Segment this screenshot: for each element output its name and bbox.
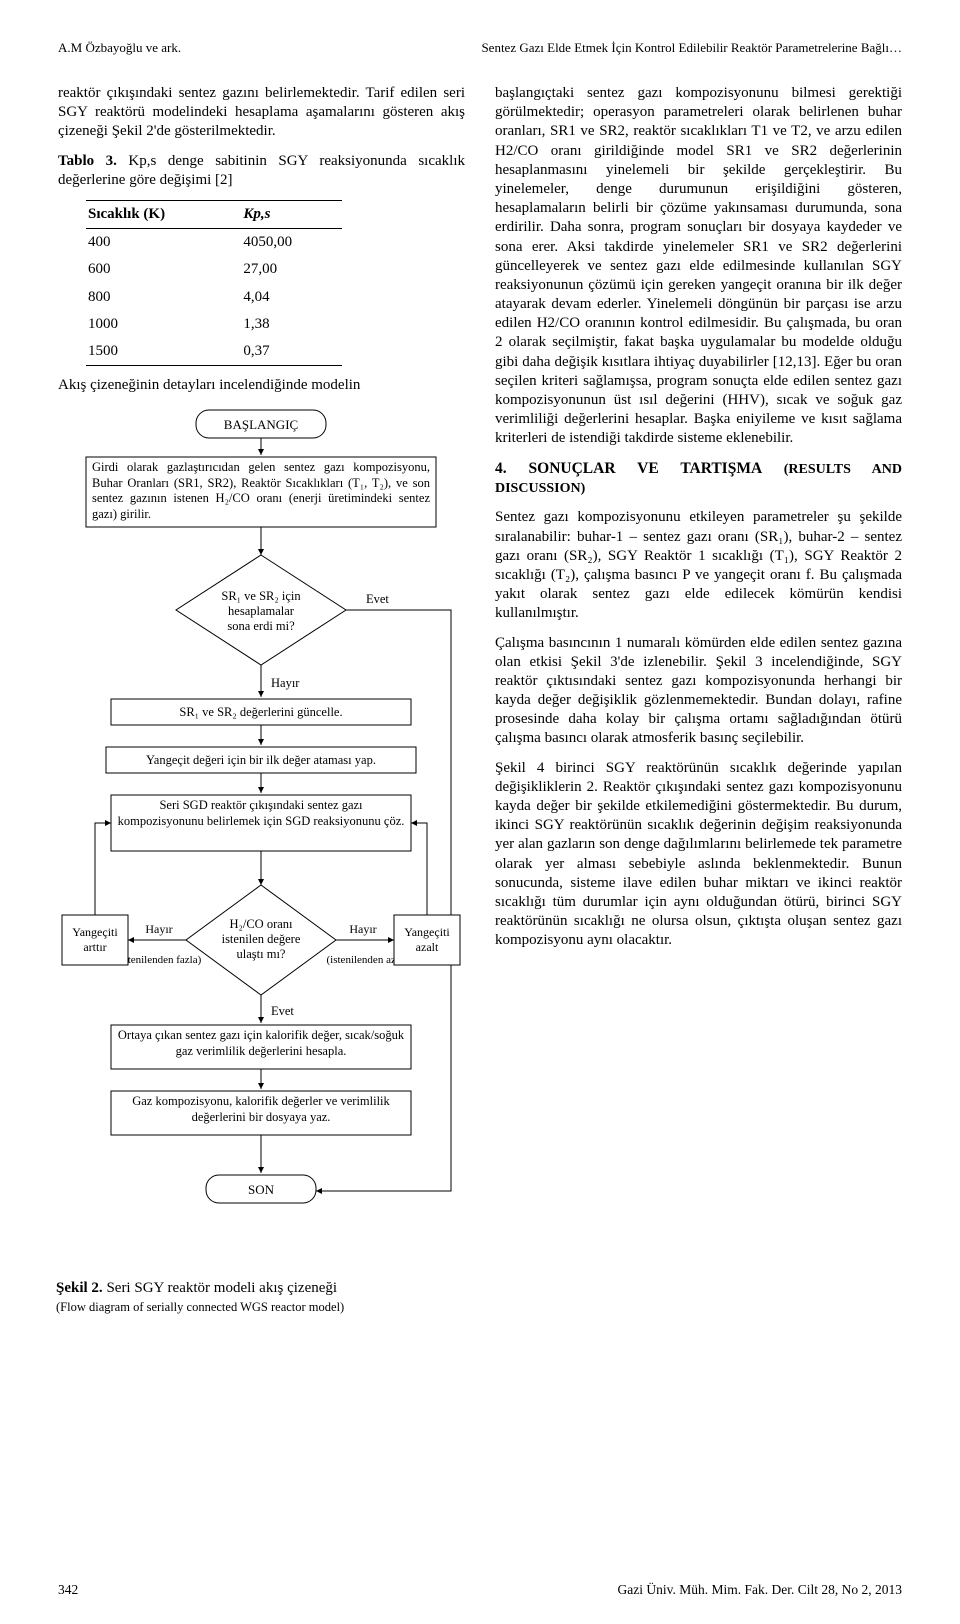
table-3-header-row: Sıcaklık (K) Kp,s [86,200,342,228]
flow-dec2-l3: ulaştı mı? [237,947,286,961]
cell: 1000 [86,311,241,338]
section-4-heading: 4. SONUÇLAR VE TARTIŞMA (RESULTS AND DIS… [495,459,902,499]
cell: 1500 [86,338,241,366]
table-3-caption-text: Kp,s denge sabitinin SGY reaksiyonunda s… [58,153,465,188]
header-left: A.M Özbayoğlu ve ark. [58,40,181,56]
flow-dec1-no: Hayır [271,676,300,690]
table-row: 8004,04 [86,284,342,311]
figure-2-subcaption: (Flow diagram of serially connected WGS … [56,1300,344,1314]
flow-dec2-no-left: Hayır [145,922,172,936]
flow-input-text: Girdi olarak gazlaştırıcıdan gelen sente… [92,460,430,523]
flow-solve-text: Seri SGD reaktör çıkışındaki sentez gazı… [117,798,405,829]
table-row: 15000,37 [86,338,342,366]
cell: 4,04 [241,284,342,311]
cell: 400 [86,229,241,257]
cell: 800 [86,284,241,311]
flow-dec2-no-right: Hayır [349,922,376,936]
flow-end-text: SON [248,1182,275,1197]
left-para-1: reaktör çıkışındaki sentez gazını belirl… [58,84,465,142]
left-para-2: Akış çizeneğinin detayları incelendiğind… [58,376,465,395]
section-4-title: 4. SONUÇLAR VE TARTIŞMA [495,460,762,477]
table-3-label: Tablo 3. [58,153,117,169]
cell: 1,38 [241,311,342,338]
flow-dec-l2: azalt [416,940,439,954]
right-column: başlangıçtaki sentez gazı kompozisyonunu… [495,84,902,1318]
flow-dec2-yes: Evet [271,1004,294,1018]
footer: 342 Gazi Üniv. Müh. Mim. Fak. Der. Cilt … [58,1582,902,1598]
flow-dec2-l1: H₂/CO oranı [229,917,293,931]
cell: 0,37 [241,338,342,366]
flow-dec1-yes: Evet [366,592,389,606]
flow-cond-left: (istenilenden fazla) [117,954,202,966]
table-row: 10001,38 [86,311,342,338]
table-row: 60027,00 [86,256,342,283]
page-number: 342 [58,1582,78,1598]
right-para-4: Şekil 4 birinci SGY reaktörünün sıcaklık… [495,759,902,951]
flow-dec2-l2: istenilen değere [222,932,301,946]
flow-dec1-l3: sona erdi mi? [227,619,295,633]
two-column-layout: reaktör çıkışındaki sentez gazını belirl… [58,84,902,1318]
flow-cond-right: (istenilenden az) [327,954,400,966]
table-3-col-2-text: Kp,s [243,206,270,222]
right-para-1: başlangıçtaki sentez gazı kompozisyonunu… [495,84,902,449]
flow-inc-l1: Yangeçiti [72,925,118,939]
figure-2-caption-text: Seri SGY reaktör modeli akış çizeneği [103,1280,337,1296]
cell: 600 [86,256,241,283]
flowchart: BAŞLANGIÇ Girdi olarak gazlaştırıcıdan g… [56,405,461,1317]
running-header: A.M Özbayoğlu ve ark. Sentez Gazı Elde E… [58,40,902,56]
page: A.M Özbayoğlu ve ark. Sentez Gazı Elde E… [0,0,960,1624]
flow-start-text: BAŞLANGIÇ [224,417,298,432]
flow-assign-text: Yangeçit değeri için bir ilk değer atama… [146,753,376,767]
flow-calc-text: Ortaya çıkan sentez gazı için kalorifik … [117,1028,405,1059]
flow-write-text: Gaz kompozisyonu, kalorifik değerler ve … [117,1094,405,1125]
journal-info: Gazi Üniv. Müh. Mim. Fak. Der. Cilt 28, … [618,1582,903,1598]
flow-inc-l2: arttır [83,940,106,954]
table-3-col-2: Kp,s [241,200,342,228]
table-row: 4004050,00 [86,229,342,257]
cell: 4050,00 [241,229,342,257]
flow-update-text: SR₁ ve SR₂ değerlerini güncelle. [179,705,342,719]
flow-dec1-l2: hesaplamalar [228,604,295,618]
flow-dec1-l1: SR₁ ve SR₂ için [221,589,301,603]
table-3-col-1: Sıcaklık (K) [86,200,241,228]
left-column: reaktör çıkışındaki sentez gazını belirl… [58,84,465,1318]
flow-dec-l1: Yangeçiti [404,925,450,939]
right-para-2: Sentez gazı kompozisyonunu etkileyen par… [495,508,902,623]
right-para-3: Çalışma basıncının 1 numaralı kömürden e… [495,634,902,749]
table-3-caption: Tablo 3. Kp,s denge sabitinin SGY reaksi… [58,152,465,190]
cell: 27,00 [241,256,342,283]
flowchart-caption: Şekil 2. Seri SGY reaktör modeli akış çi… [56,1279,461,1317]
flowchart-svg: BAŞLANGIÇ Girdi olarak gazlaştırıcıdan g… [56,405,461,1275]
figure-2-label: Şekil 2. [56,1280,103,1296]
header-right: Sentez Gazı Elde Etmek İçin Kontrol Edil… [481,40,902,56]
table-3: Sıcaklık (K) Kp,s 4004050,00 60027,00 80… [86,200,342,366]
